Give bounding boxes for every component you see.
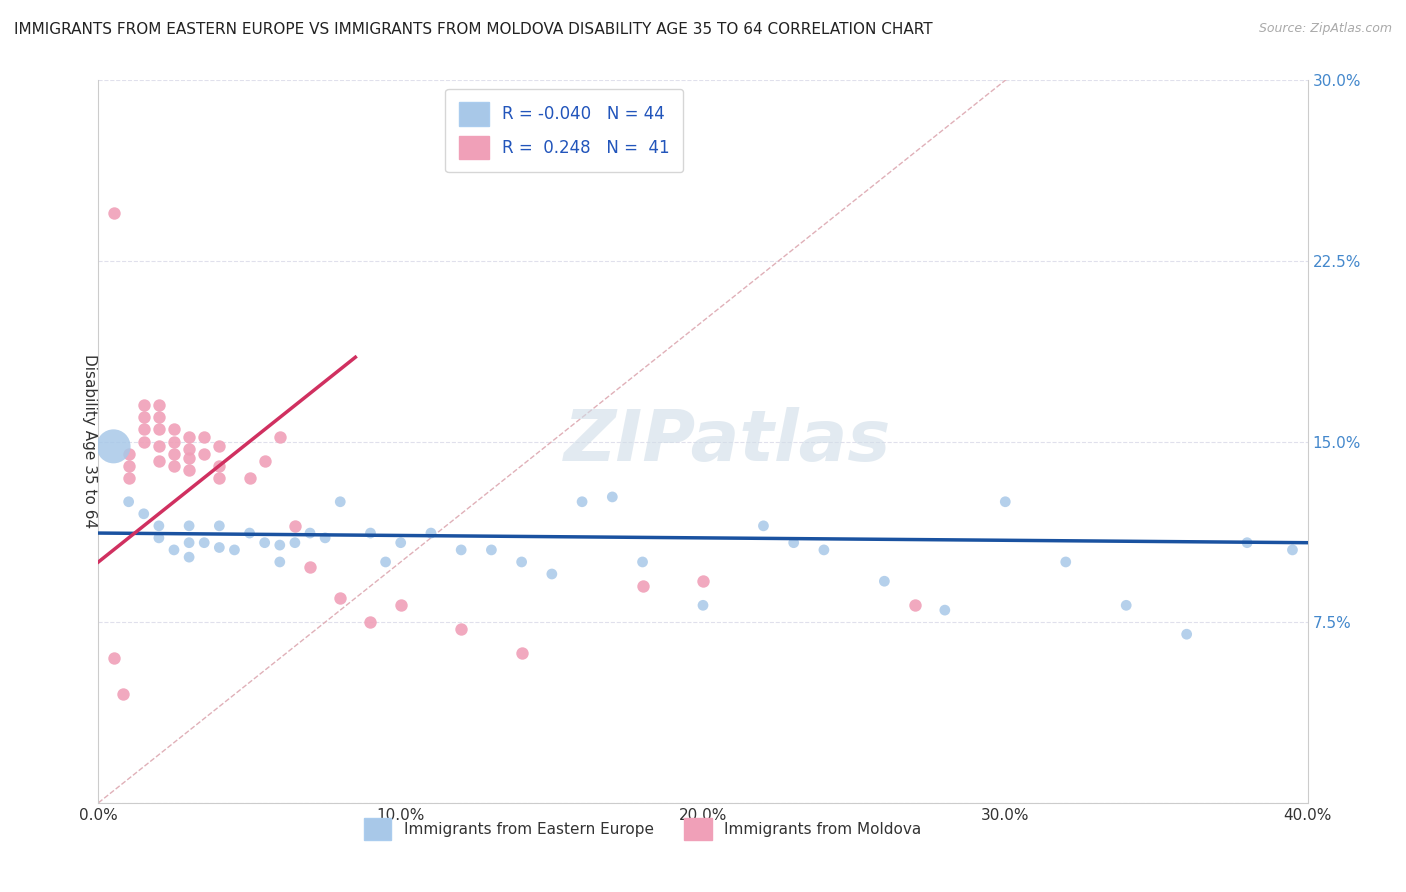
Point (1281, 542, 1303, 557)
Point (631, 579, 654, 593)
Point (284, 518, 307, 533)
Point (163, 446, 186, 460)
Point (179, 550, 201, 565)
Point (132, 410, 155, 425)
Point (1236, 535, 1258, 549)
Point (179, 518, 201, 533)
Point (360, 615, 382, 630)
Point (602, 490, 624, 504)
Point (299, 559, 322, 574)
Point (540, 567, 562, 582)
Point (132, 434, 155, 449)
Point (510, 555, 533, 569)
Point (994, 494, 1017, 508)
Point (873, 574, 896, 589)
Point (103, 651, 125, 665)
Point (269, 555, 291, 569)
Point (1115, 599, 1137, 613)
Point (193, 430, 215, 444)
Text: Source: ZipAtlas.com: Source: ZipAtlas.com (1258, 22, 1392, 36)
Point (179, 451, 201, 466)
Point (269, 538, 291, 552)
Point (299, 526, 322, 541)
Point (163, 434, 186, 449)
Point (118, 446, 141, 460)
Point (314, 531, 336, 545)
Point (269, 430, 291, 444)
Point (571, 494, 593, 508)
Point (692, 599, 714, 613)
Point (631, 555, 654, 569)
Point (148, 531, 170, 545)
Point (179, 463, 201, 477)
Point (148, 410, 170, 425)
Point (420, 526, 443, 541)
Point (148, 422, 170, 436)
Point (193, 446, 215, 460)
Point (118, 458, 141, 473)
Point (193, 535, 215, 549)
Point (208, 541, 231, 555)
Text: ZIPatlas: ZIPatlas (564, 407, 891, 476)
Point (163, 422, 186, 436)
Point (103, 205, 125, 219)
Point (253, 454, 276, 468)
Point (360, 526, 382, 541)
Point (118, 494, 141, 508)
Point (208, 518, 231, 533)
Point (904, 599, 927, 613)
Point (389, 599, 412, 613)
Point (1175, 627, 1198, 641)
Point (179, 535, 201, 549)
Point (481, 542, 503, 557)
Point (148, 439, 170, 453)
Point (148, 454, 170, 468)
Point (374, 555, 396, 569)
Point (389, 535, 412, 549)
Text: IMMIGRANTS FROM EASTERN EUROPE VS IMMIGRANTS FROM MOLDOVA DISABILITY AGE 35 TO 6: IMMIGRANTS FROM EASTERN EUROPE VS IMMIGR… (14, 22, 932, 37)
Point (132, 398, 155, 412)
Point (329, 591, 352, 605)
Point (284, 535, 307, 549)
Point (239, 526, 262, 541)
Legend: Immigrants from Eastern Europe, Immigrants from Moldova: Immigrants from Eastern Europe, Immigran… (357, 812, 928, 846)
Point (148, 518, 170, 533)
Point (179, 442, 201, 456)
Point (224, 542, 246, 557)
Point (813, 542, 835, 557)
Point (208, 458, 231, 473)
Point (1054, 555, 1077, 569)
Point (208, 439, 231, 453)
Point (253, 535, 276, 549)
Point (329, 494, 352, 508)
Point (752, 518, 775, 533)
Y-axis label: Disability Age 35 to 64: Disability Age 35 to 64 (82, 354, 97, 529)
Point (450, 623, 472, 637)
Point (783, 535, 806, 549)
Point (510, 647, 533, 661)
Point (179, 430, 201, 444)
Point (163, 458, 186, 473)
Point (118, 470, 141, 484)
Point (132, 507, 155, 521)
Point (163, 542, 186, 557)
Point (148, 398, 170, 412)
Point (103, 439, 125, 453)
Point (111, 687, 134, 701)
Point (692, 574, 714, 589)
Point (450, 542, 472, 557)
Point (132, 422, 155, 436)
Point (934, 603, 956, 617)
Point (239, 470, 262, 484)
Point (208, 470, 231, 484)
